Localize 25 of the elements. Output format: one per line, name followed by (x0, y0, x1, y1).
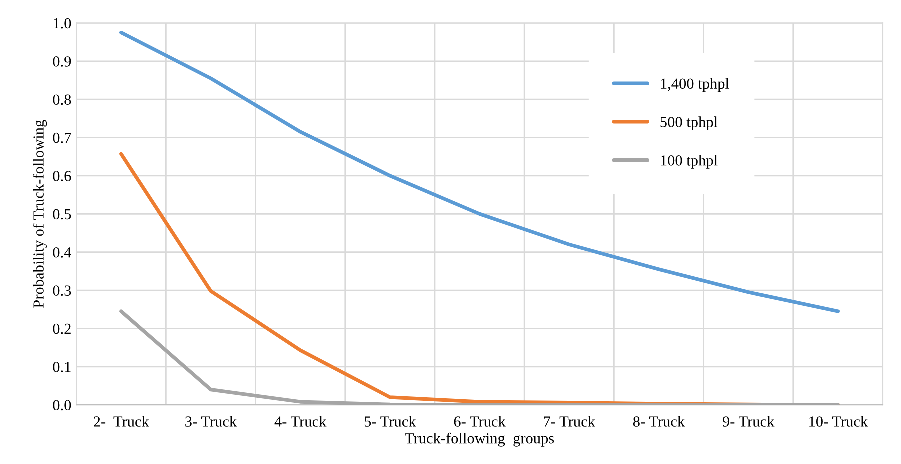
x-tick-label: 9- Truck (722, 416, 775, 427)
legend-label: 1,400 tphpl (661, 78, 730, 92)
x-tick-label: 3- Truck (186, 416, 238, 427)
legend-label: 500 tphpl (660, 116, 718, 131)
y-tick-label: 1.0 (54, 18, 72, 29)
x-tick-label: 5- Truck (364, 416, 416, 427)
y-tick-label: 0.9 (53, 56, 72, 67)
x-tick-label: 4- Truck (274, 416, 327, 427)
y-tick-label: 0.1 (53, 362, 71, 372)
x-tick-label: 7- Truck (544, 416, 596, 427)
y-tick-label: 0.6 (53, 171, 72, 182)
y-tick-label: 0.0 (53, 400, 72, 411)
x-tick-label: 6- Truck (454, 416, 506, 427)
y-axis-title: Probability of Truck-following (33, 120, 48, 308)
y-tick-label: 0.2 (53, 324, 71, 334)
y-tick-label: 0.3 (53, 286, 72, 296)
y-tick-label: 0.7 (53, 132, 72, 144)
y-tick-label: 0.8 (53, 94, 72, 106)
x-tick-label: 2- Truck (94, 416, 150, 427)
x-axis-title: Truck-following groups (405, 432, 554, 447)
y-tick-label: 0.4 (53, 247, 72, 258)
y-tick-label: 0.5 (53, 209, 72, 220)
x-tick-label: 10- Truck (810, 416, 868, 427)
legend-label: 100 tphpl (661, 155, 718, 169)
x-tick-label: 8- Truck (633, 416, 686, 427)
